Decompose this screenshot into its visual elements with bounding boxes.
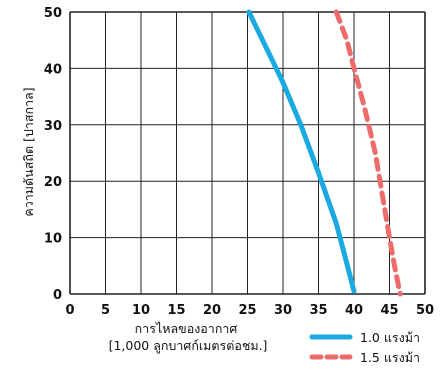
y-tick-label-50: 50: [44, 6, 62, 21]
x-axis-title-line-2: [1,000 ลูกบาศก์เมตรต่อชม.]: [109, 338, 268, 354]
x-tick-label-5: 5: [101, 303, 110, 318]
grid: [69, 11, 426, 295]
tick-labels: 0 5 10 15 20 25 30 35 40 45 50 0 10 20 30 40 50: [44, 6, 434, 318]
x-tick-label-10: 10: [132, 303, 150, 318]
legend-label-series-2: 1.5 แรงม้า: [360, 350, 420, 365]
x-tick-label-25: 25: [238, 303, 256, 318]
series-line-2: [333, 9, 403, 297]
y-tick-label-20: 20: [44, 175, 62, 190]
y-tick-label-40: 40: [44, 62, 62, 77]
x-tick-label-30: 30: [274, 303, 292, 318]
legend-label-series-1: 1.0 แรงม้า: [360, 330, 420, 345]
series-line-1: [246, 9, 357, 294]
legend-item-series-2: 1.5 แรงม้า: [309, 350, 420, 365]
x-tick-label-40: 40: [345, 303, 363, 318]
x-tick-label-15: 15: [167, 303, 185, 318]
series-lines: [246, 9, 403, 297]
x-axis-title: การไหลของอากาศ [1,000 ลูกบาศก์เมตรต่อชม.…: [109, 321, 268, 354]
y-axis-title: ความดันสถิต [ปาสกาล]: [21, 87, 36, 216]
x-axis-title-line-1: การไหลของอากาศ: [135, 321, 238, 336]
y-tick-label-10: 10: [44, 232, 62, 247]
x-tick-label-50: 50: [416, 303, 434, 318]
legend: 1.0 แรงม้า 1.5 แรงม้า: [309, 330, 420, 365]
y-tick-label-30: 30: [44, 119, 62, 134]
x-tick-label-20: 20: [203, 303, 221, 318]
x-tick-label-35: 35: [309, 303, 327, 318]
x-tick-label-45: 45: [380, 303, 398, 318]
legend-item-series-1: 1.0 แรงม้า: [309, 330, 420, 345]
x-tick-label-0: 0: [65, 303, 74, 318]
y-tick-label-0: 0: [53, 288, 62, 303]
